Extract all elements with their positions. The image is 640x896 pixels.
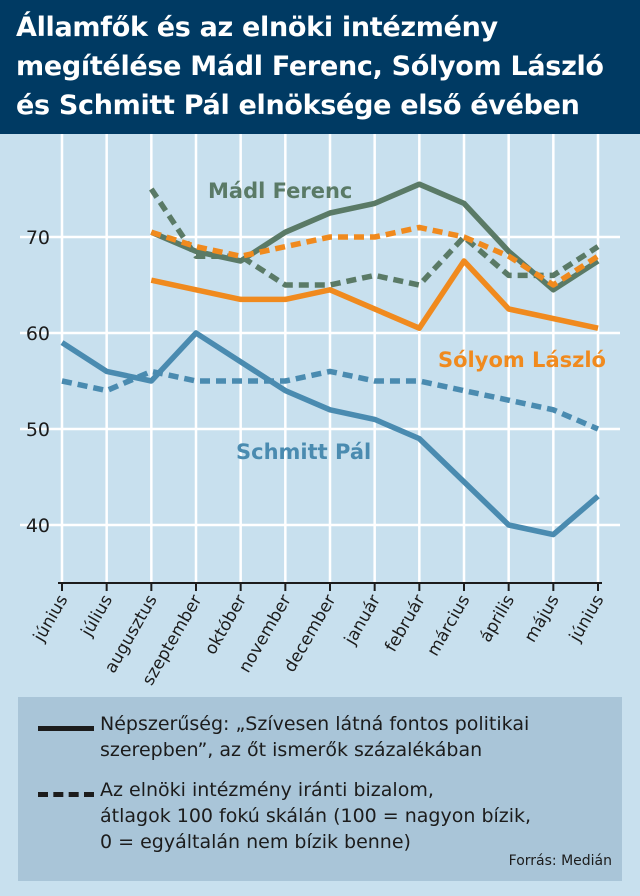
y-tick-label: 50	[26, 419, 50, 441]
series-label-schmitt: Schmitt Pál	[236, 440, 371, 464]
x-tick-label: április	[476, 591, 519, 645]
series-line-solyom-popularity	[150, 258, 599, 331]
x-tick-label: március	[423, 591, 474, 659]
legend-popularity-text: Népszerűség: „Szívesen látná fontos poli…	[100, 713, 530, 761]
y-tick-label: 40	[26, 515, 50, 537]
chart-title-line-2: megítélése Mádl Ferenc, Sólyom László	[16, 51, 604, 82]
x-tick-label: május	[521, 591, 564, 646]
chart-header: Államfők és az elnöki intézmény megítélé…	[0, 0, 640, 134]
y-tick-label: 70	[26, 227, 50, 249]
x-tick-label: február	[381, 591, 430, 655]
legend-trust-text: Az elnöki intézmény iránti bizalom, átla…	[100, 779, 532, 853]
chart-title-line-3: és Schmitt Pál elnöksége első évében	[16, 90, 580, 121]
y-tick-label: 60	[26, 323, 50, 345]
series-line-madl-trust	[149, 187, 600, 288]
x-tick-label: július	[77, 591, 117, 641]
chart-legend: Népszerűség: „Szívesen látná fontos poli…	[18, 697, 622, 881]
x-tick-label: január	[340, 592, 385, 650]
series-line-schmitt-trust	[61, 368, 600, 432]
x-tick-label: október	[201, 592, 251, 659]
chart-title-line-1: Államfők és az elnöki intézmény	[16, 12, 498, 43]
x-tick-label: június	[29, 591, 72, 646]
series-line-solyom-trust	[150, 224, 600, 288]
source-note: Forrás: Medián	[508, 853, 612, 869]
series-label-madl: Mádl Ferenc	[208, 179, 352, 203]
legend-solid-line-swatch	[38, 726, 94, 731]
series-line-schmitt-popularity	[60, 330, 600, 538]
legend-dashed-line-swatch	[38, 792, 94, 797]
x-tick-label: június	[565, 591, 608, 646]
series-label-solyom: Sólyom László	[438, 348, 606, 372]
